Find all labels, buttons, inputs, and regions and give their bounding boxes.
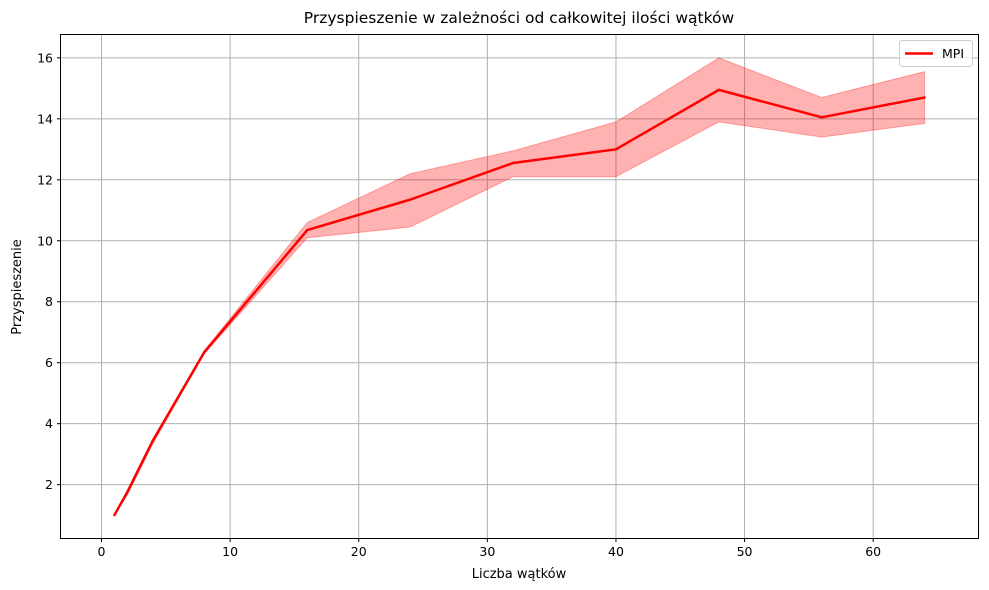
x-tick-label: 50 [737,544,753,559]
x-tick-label: 0 [98,544,106,559]
y-axis: 2 4 6 8 10 12 14 16 [37,50,61,492]
data-point [151,439,155,442]
y-tick-label: 6 [45,355,53,370]
y-tick-label: 4 [45,416,53,431]
y-tick-label: 12 [37,172,53,187]
data-point [511,161,515,165]
data-point [717,88,721,92]
x-axis: 0 10 20 30 40 50 60 [98,538,881,559]
data-point [113,513,116,517]
y-axis-label: Przyspieszenie [10,239,25,335]
confidence-band-layer [113,57,926,516]
data-point [203,350,206,354]
x-tick-label: 20 [351,544,367,559]
x-tick-label: 40 [608,544,624,559]
legend-label-mpi: MPI [942,46,964,61]
x-axis-label: Liczba wątków [472,567,567,582]
data-point [614,148,618,151]
data-point [126,491,129,494]
series-line-layer [113,88,926,517]
confidence-band [113,57,926,516]
data-point [820,116,823,119]
grid [61,35,978,538]
y-tick-label: 16 [37,50,53,65]
data-point [306,228,309,232]
y-tick-label: 2 [45,477,53,492]
x-tick-label: 10 [222,544,238,559]
x-tick-label: 30 [479,544,495,559]
data-point [923,96,926,99]
data-point [408,198,412,201]
y-tick-label: 10 [37,233,53,248]
x-tick-label: 60 [865,544,881,559]
y-tick-label: 8 [45,294,53,309]
plot-frame [60,34,979,539]
chart-title: Przyspieszenie w zależności od całkowite… [304,9,735,27]
legend: MPI [899,40,973,67]
y-tick-label: 14 [37,111,53,126]
legend-box [899,40,973,67]
